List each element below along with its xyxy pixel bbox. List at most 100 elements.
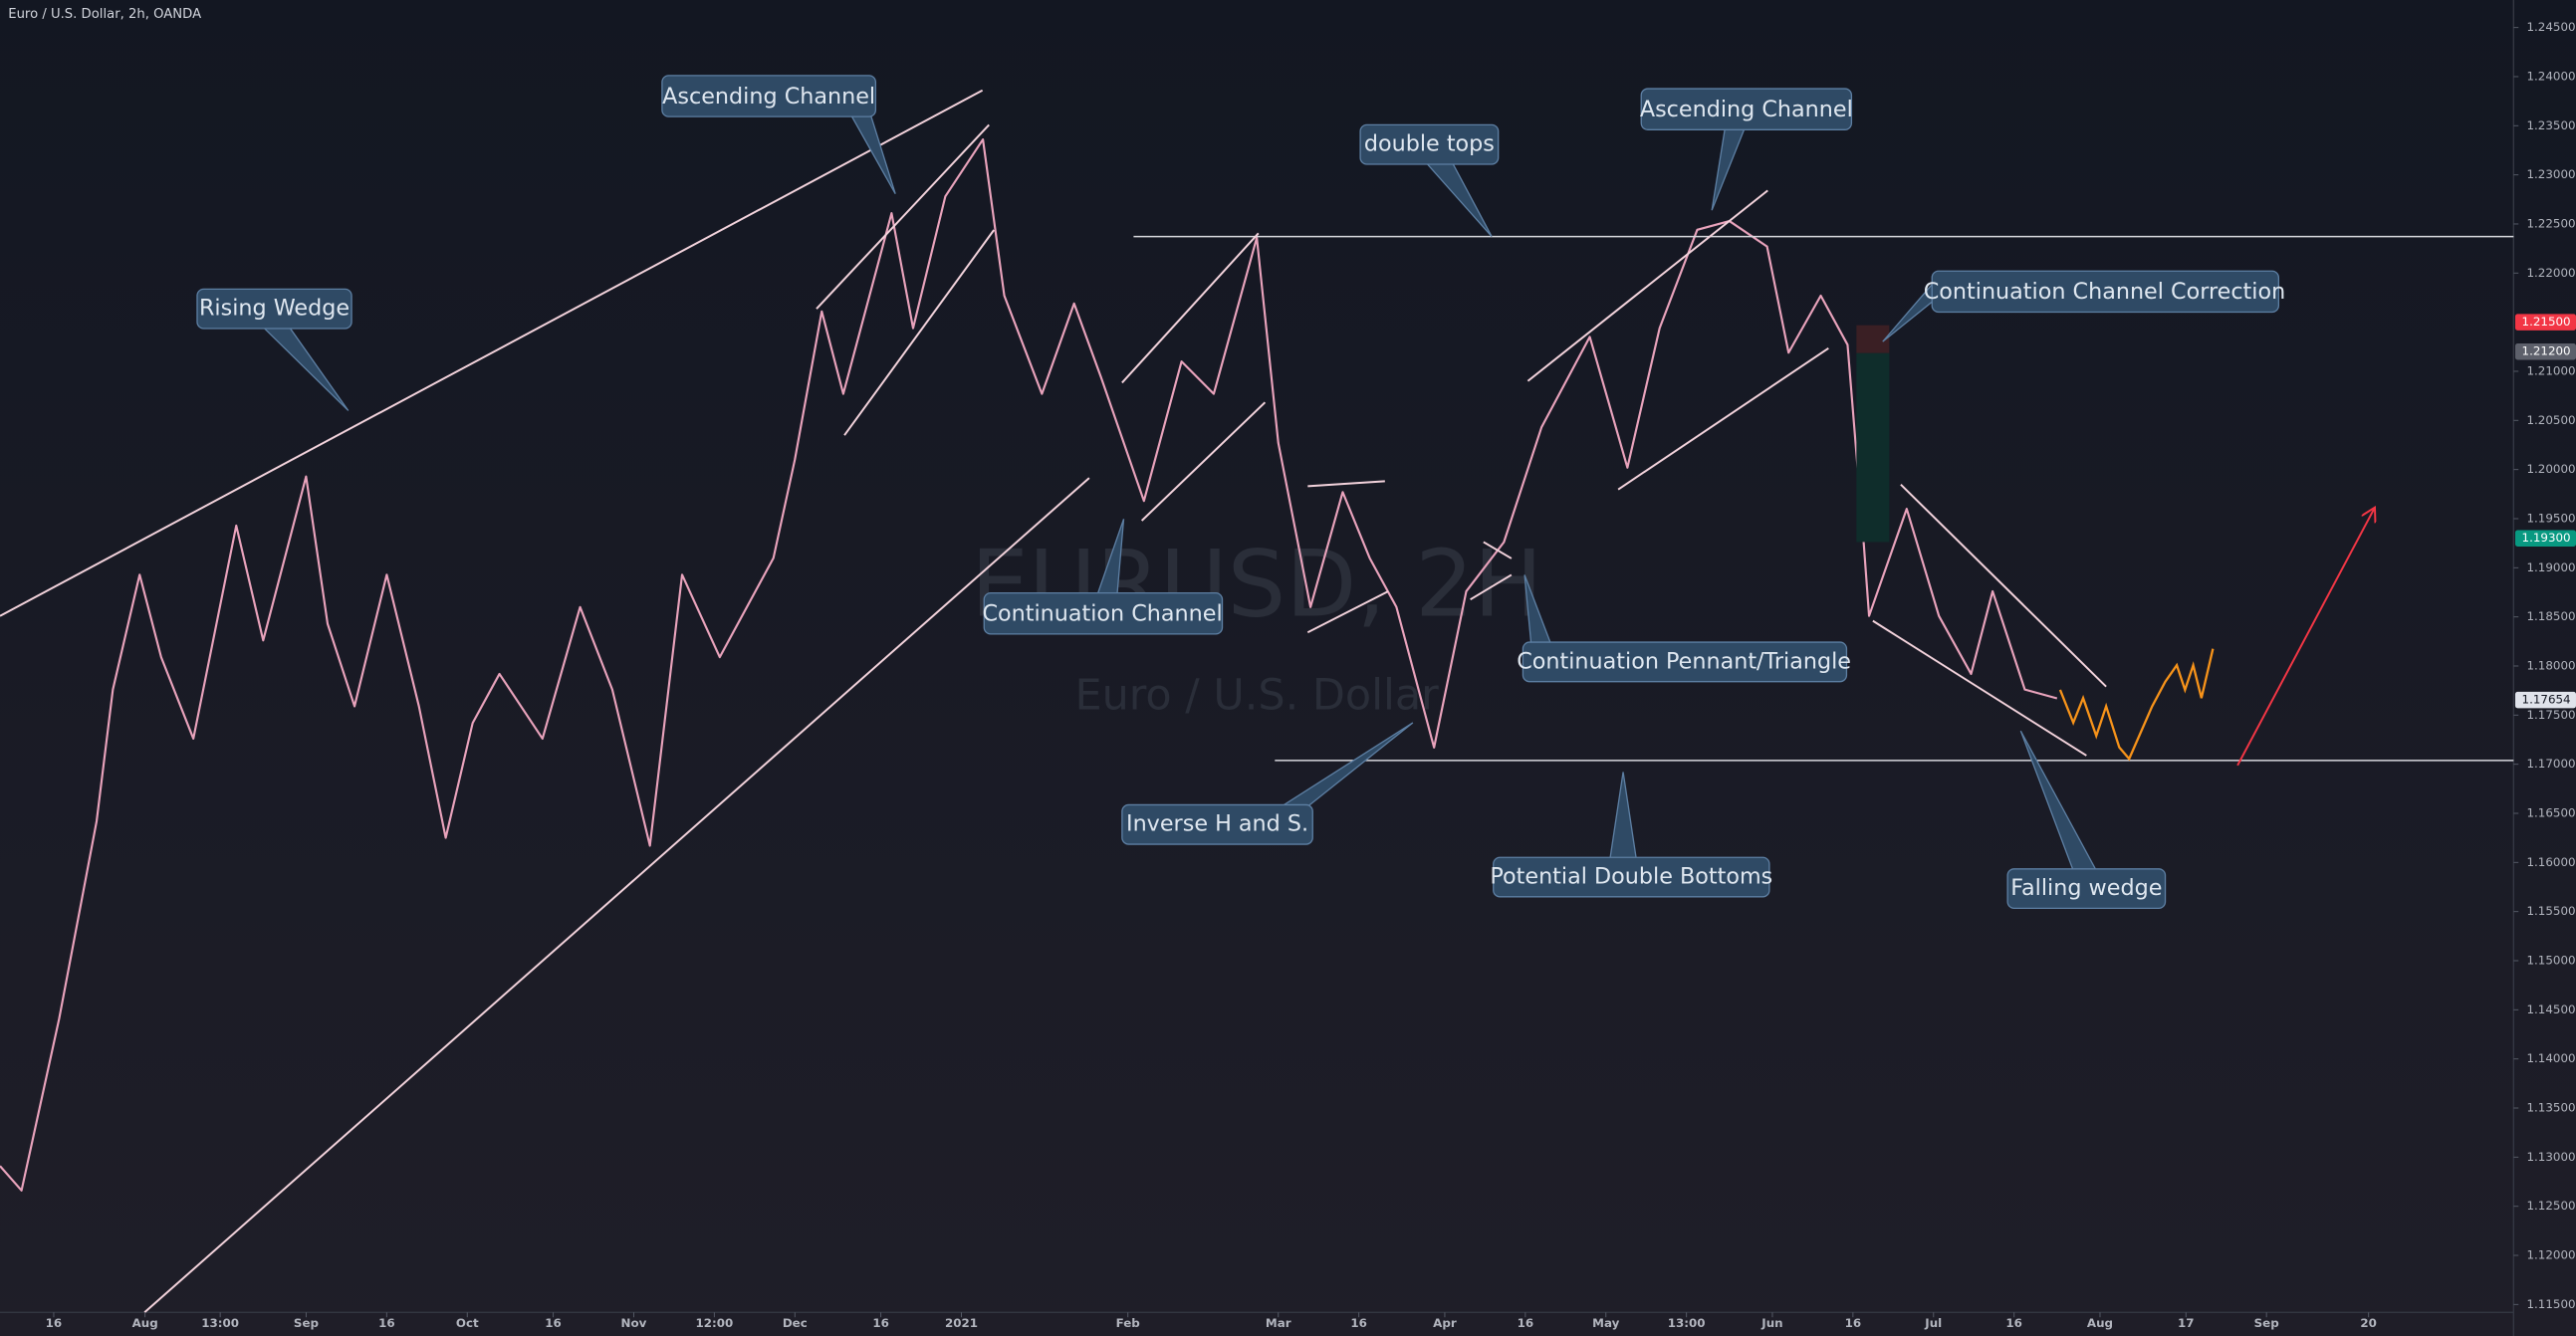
y-tick-label: 1.13500 [2526, 1101, 2575, 1115]
trend-line [1140, 401, 1267, 522]
x-tick-label: 16 [46, 1316, 63, 1330]
price-tag [2514, 342, 2576, 360]
x-tick-label: 13:00 [1668, 1316, 1706, 1330]
y-tick-label: 1.15500 [2526, 904, 2575, 918]
x-tick-label: 16 [1350, 1316, 1367, 1330]
trend-line [816, 123, 990, 310]
y-tick-label: 1.22000 [2526, 266, 2575, 280]
x-tick-label: Apr [1433, 1316, 1457, 1330]
x-tick-label: Aug [132, 1316, 158, 1330]
x-tick-label: 17 [2178, 1316, 2195, 1330]
price-tag [2514, 314, 2576, 331]
callout-text: Ascending Channel [662, 84, 875, 110]
drawings [0, 89, 2514, 1313]
y-tick-label: 1.14000 [2526, 1051, 2575, 1065]
x-tick-label: 16 [545, 1316, 562, 1330]
y-tick-label: 1.11500 [2526, 1297, 2575, 1311]
x-tick-label: 16 [1518, 1316, 1534, 1330]
callout-text: Rising Wedge [199, 296, 350, 322]
callout: Ascending Channel [661, 75, 896, 195]
x-tick-label: 16 [378, 1316, 395, 1330]
trend-line [1470, 573, 1513, 601]
callout-text: Ascending Channel [1640, 97, 1853, 122]
x-tick-label: Mar [1266, 1316, 1291, 1330]
callout: Continuation Channel [982, 519, 1224, 635]
y-tick-label: 1.19500 [2526, 511, 2575, 525]
trend-line [1872, 619, 2087, 757]
trend-line [1483, 541, 1513, 559]
annotations: Ascending Channel Rising Wedge double to… [196, 75, 2285, 910]
trend-line [843, 229, 995, 436]
x-tick-label: Oct [456, 1316, 479, 1330]
price-line [0, 138, 2058, 1192]
x-tick-label: Sep [294, 1316, 319, 1330]
projection-path [2058, 648, 2215, 762]
callout: Inverse H and S. [1121, 722, 1414, 845]
trend-line [1121, 232, 1260, 384]
x-tick-label: 2021 [945, 1316, 978, 1330]
projection-arrow [2236, 509, 2374, 767]
x-tick-label: Nov [621, 1316, 647, 1330]
trend-line [1526, 189, 1768, 382]
y-tick-label: 1.18500 [2526, 609, 2575, 623]
plot [0, 138, 2058, 1192]
trend-line [1306, 590, 1389, 634]
x-tick-label: 16 [1845, 1316, 1862, 1330]
y-tick-label: 1.17000 [2526, 757, 2575, 771]
y-tick-label: 1.23000 [2526, 167, 2575, 181]
price-tag [2514, 691, 2576, 709]
callout-text: double tops [1364, 131, 1495, 157]
y-tick-label: 1.15000 [2526, 954, 2575, 968]
x-tick-label: Jun [1760, 1316, 1782, 1330]
callout-text: Continuation Channel [982, 601, 1222, 627]
x-tick-label: 13:00 [201, 1316, 239, 1330]
y-tick-label: 1.24500 [2526, 20, 2575, 34]
callout: Continuation Pennant/Triangle [1517, 574, 1851, 683]
price-tag-label: 1.21200 [2522, 344, 2571, 358]
callout-text: Continuation Pennant/Triangle [1517, 648, 1851, 674]
watermark-subtitle: Euro / U.S. Dollar [1074, 671, 1439, 721]
y-tick-label: 1.19000 [2526, 560, 2575, 574]
x-tick-label: Feb [1116, 1316, 1140, 1330]
x-tick-label: 12:00 [696, 1316, 734, 1330]
axes: 1.24500 1.24000 1.23500 1.23000 1.22500 1.220… [46, 20, 2576, 1330]
price-tag-label: 1.19300 [2522, 531, 2571, 545]
trend-line [1900, 484, 2107, 688]
y-tick-label: 1.12500 [2526, 1199, 2575, 1213]
x-tick-label: Aug [2087, 1316, 2113, 1330]
chart-title: Euro / U.S. Dollar, 2h, OANDA [8, 7, 201, 22]
callout: Potential Double Bottoms [1490, 772, 1772, 898]
y-tick-label: 1.24000 [2526, 69, 2575, 83]
y-tick-label: 1.18000 [2526, 658, 2575, 672]
x-tick-label: Dec [783, 1316, 808, 1330]
position-loss-zone [1856, 325, 1890, 353]
trend-line [1617, 346, 1829, 491]
callout: Continuation Channel Correction [1882, 270, 2285, 342]
y-tick-label: 1.22500 [2526, 216, 2575, 230]
y-tick-label: 1.16000 [2526, 855, 2575, 869]
callout: Rising Wedge [196, 288, 352, 411]
trend-line [1307, 480, 1385, 488]
y-tick-label: 1.12000 [2526, 1248, 2575, 1262]
callout: Ascending Channel [1640, 88, 1853, 211]
y-tick-label: 1.21000 [2526, 363, 2575, 377]
y-tick-label: 1.20500 [2526, 413, 2575, 427]
y-tick-label: 1.14500 [2526, 1002, 2575, 1016]
position-profit-zone [1856, 352, 1890, 543]
price-tag-label: 1.21500 [2522, 315, 2571, 329]
x-tick-label: Sep [2254, 1316, 2279, 1330]
x-tick-label: Jul [1924, 1316, 1942, 1330]
callout: double tops [1359, 123, 1500, 238]
x-tick-label: May [1592, 1316, 1619, 1330]
y-tick-label: 1.20000 [2526, 462, 2575, 476]
x-tick-label: 20 [2360, 1316, 2377, 1330]
trend-line [0, 89, 984, 617]
y-tick-label: 1.13000 [2526, 1150, 2575, 1164]
x-tick-label: 16 [2005, 1316, 2022, 1330]
x-tick-label: 16 [872, 1316, 889, 1330]
trend-line [143, 477, 1090, 1313]
price-tag-label: 1.17654 [2522, 693, 2571, 707]
y-tick-label: 1.17500 [2526, 708, 2575, 722]
